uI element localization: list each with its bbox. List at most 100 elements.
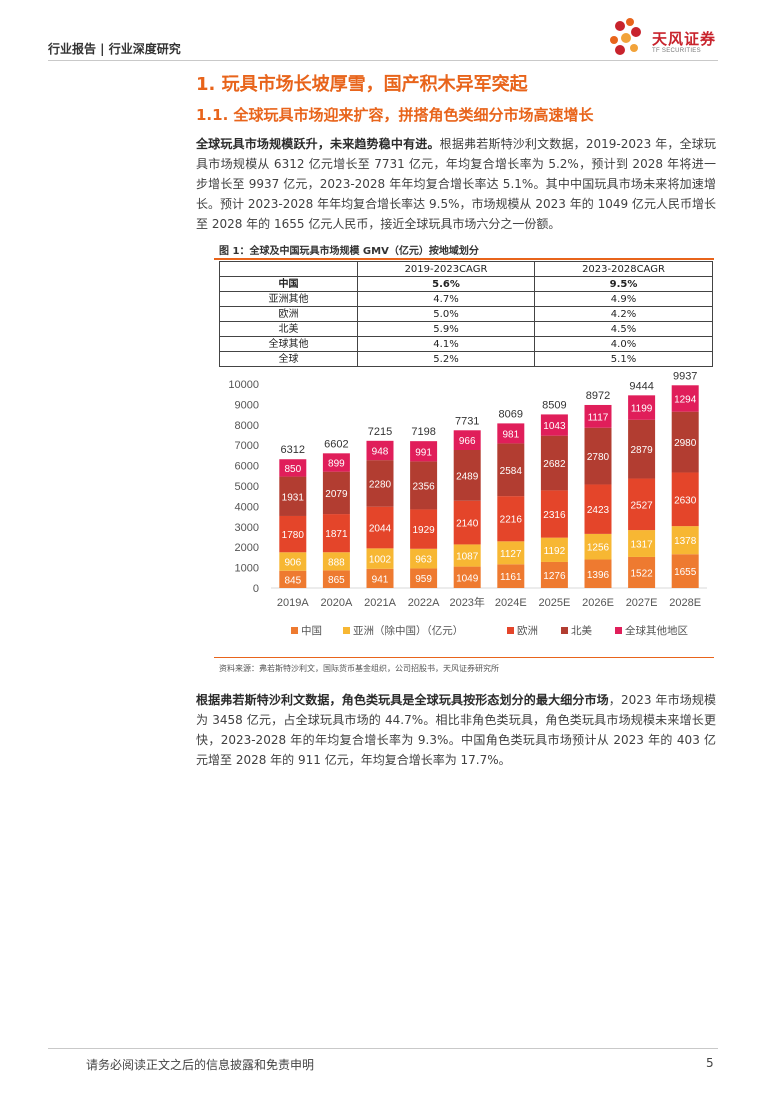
data-label: 2356: [412, 481, 435, 492]
total-label: 9937: [673, 372, 697, 382]
y-tick-label: 4000: [235, 501, 259, 513]
bar-segment: [671, 411, 699, 473]
bar-segment: [366, 506, 394, 549]
y-tick-label: 3000: [235, 522, 259, 534]
y-tick-label: 9000: [235, 399, 259, 411]
total-label: 7215: [368, 426, 392, 438]
legend-label: 全球其他地区: [625, 624, 688, 637]
bar-segment: [628, 419, 656, 479]
data-label: 2280: [369, 479, 392, 490]
bar-segment: [497, 564, 525, 588]
bar-segment: [628, 530, 656, 557]
table-cell: 5.9%: [357, 321, 535, 337]
section-heading: 1. 玩具市场长坡厚雪，国产积木异军突起: [196, 74, 528, 95]
bar-segment: [540, 537, 568, 562]
table-cell: 欧洲: [219, 306, 358, 322]
x-tick-label: 2027E: [626, 597, 658, 609]
legend-label: 亚洲（除中国）（亿元）: [353, 624, 463, 637]
logo-name: 天风证券: [652, 30, 717, 48]
bar-segment: [628, 395, 656, 420]
data-label: 963: [415, 555, 432, 566]
data-label: 865: [328, 575, 345, 586]
bar-segment: [453, 430, 481, 450]
data-label: 1117: [588, 412, 609, 423]
data-label: 899: [328, 458, 345, 469]
bar-segment: [453, 449, 481, 501]
table-cell: 5.0%: [357, 306, 535, 322]
report-header: 行业报告 | 行业深度研究: [48, 42, 181, 56]
total-label: 7198: [411, 426, 435, 438]
bar-segment: [497, 496, 525, 542]
bar-segment: [322, 552, 350, 571]
x-tick-label: 2019A: [277, 597, 309, 609]
data-label: 2630: [674, 495, 697, 506]
table-cell: 全球其他: [219, 336, 358, 352]
x-tick-label: 2020A: [320, 597, 352, 609]
footer-disclaimer: 请务必阅读正文之后的信息披露和免责申明: [86, 1058, 315, 1072]
data-label: 2316: [543, 510, 566, 521]
bar-segment: [584, 427, 612, 485]
data-label: 1087: [456, 552, 479, 563]
bar-segment: [366, 568, 394, 588]
x-tick-label: 2025E: [538, 597, 570, 609]
table-cell: 4.0%: [534, 336, 713, 352]
y-tick-label: 8000: [235, 420, 259, 432]
table-row: 全球其他 4.1% 4.0%: [219, 336, 713, 352]
x-tick-label: 2023年: [449, 595, 484, 609]
data-label: 1317: [630, 540, 653, 551]
bar-segment: [453, 500, 481, 545]
data-label: 1199: [631, 404, 653, 415]
bar-segment: [453, 566, 481, 588]
total-label: 8069: [499, 408, 523, 420]
bar-segment: [410, 509, 438, 549]
y-tick-label: 2000: [235, 542, 259, 554]
table-cell: 5.1%: [534, 351, 713, 367]
table-row: 全球 5.2% 5.1%: [219, 351, 713, 367]
legend-swatch: [615, 627, 622, 634]
data-label: 888: [328, 557, 345, 568]
figure-caption: 图 1：全球及中国玩具市场规模 GMV（亿元）按地域划分: [219, 246, 479, 257]
paragraph-market-size: 全球玩具市场规模跃升，未来趋势稳中有进。根据弗若斯特沙利文数据，2019-202…: [196, 134, 716, 234]
data-label: 850: [284, 464, 301, 475]
data-label: 2044: [369, 524, 392, 535]
bar-segment: [410, 548, 438, 569]
data-label: 2584: [500, 466, 523, 477]
table-cell: 4.2%: [534, 306, 713, 322]
bar-segment: [366, 460, 394, 507]
paragraph-lead: 全球玩具市场规模跃升，未来趋势稳中有进。: [196, 137, 440, 151]
bar-segment: [497, 541, 525, 565]
figure-source: 资料来源：弗若斯特沙利文，国际货币基金组织，公司招股书，天风证券研究所: [219, 664, 499, 673]
table-cell: 4.7%: [357, 291, 535, 307]
bar-segment: [279, 476, 307, 516]
legend-swatch: [343, 627, 350, 634]
data-label: 1161: [500, 572, 522, 583]
logo-subtitle: TF SECURITIES: [652, 48, 701, 54]
bar-segment: [540, 561, 568, 588]
table-cell: 9.5%: [534, 276, 713, 292]
footer-divider: [48, 1048, 718, 1049]
bar-segment: [671, 385, 699, 412]
x-tick-label: 2026E: [582, 597, 614, 609]
bar-segment: [540, 435, 568, 491]
figure-top-rule: [214, 258, 714, 260]
data-label: 1256: [587, 543, 610, 554]
data-label: 1871: [325, 529, 348, 540]
data-label: 966: [459, 436, 476, 447]
y-tick-label: 1000: [235, 563, 259, 575]
data-label: 906: [284, 558, 301, 569]
data-label: 1378: [674, 536, 697, 547]
bar-segment: [540, 490, 568, 538]
figure-bottom-rule: [214, 657, 714, 658]
data-label: 845: [284, 575, 301, 586]
data-label: 1049: [456, 573, 479, 584]
y-tick-label: 5000: [235, 481, 259, 493]
data-label: 1396: [587, 570, 610, 581]
y-tick-label: 7000: [235, 440, 259, 452]
total-label: 6312: [281, 444, 305, 456]
table-cell: 5.6%: [357, 276, 535, 292]
legend-swatch: [507, 627, 514, 634]
bar-segment: [584, 533, 612, 560]
table-row: 中国 5.6% 9.5%: [219, 276, 713, 292]
y-tick-label: 0: [253, 583, 259, 595]
bar-segment: [279, 459, 307, 477]
